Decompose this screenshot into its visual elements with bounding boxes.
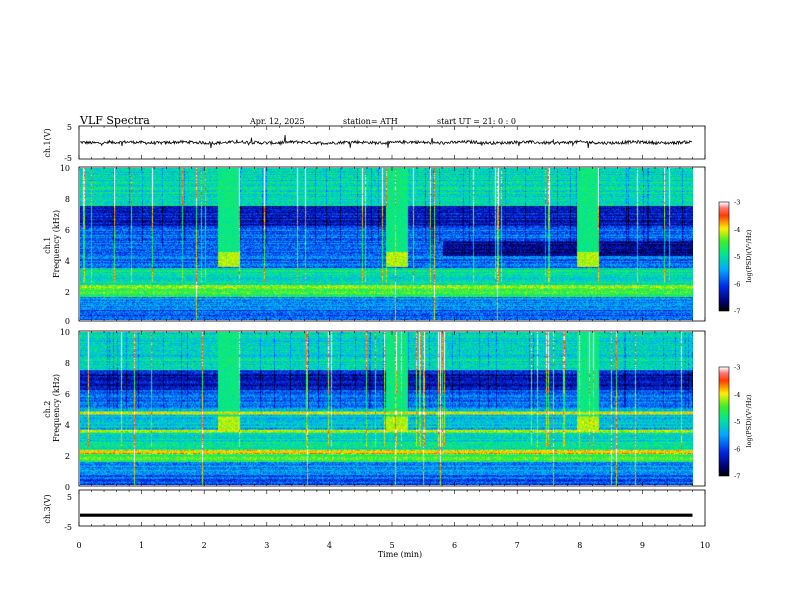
- colorbar-tick-label: -3: [734, 199, 740, 207]
- ch2-colorbar-ticks: -3 -4 -5 -6 -7: [734, 364, 740, 481]
- ch1-ytick-2: 2: [65, 288, 70, 297]
- ch1-colorbar-label: log(PSD)(V²/Hz): [745, 229, 753, 282]
- ch2-ytick-6: 6: [65, 390, 70, 399]
- ch1-colorbar-gradient: [719, 202, 729, 311]
- ch1-colorbar-ticks: -3 -4 -5 -6 -7: [734, 199, 740, 316]
- ch3-ytick-top: 5: [67, 493, 72, 502]
- ch2-ytick-0: 0: [65, 483, 70, 492]
- axis-tick-marks: [78, 126, 706, 526]
- x-tick-label: 2: [202, 541, 207, 550]
- ch2-spectrogram-ylabel: ch.2 Frequency (kHz): [43, 374, 61, 442]
- ch3-ytick-bottom: -5: [64, 523, 72, 532]
- ch1-ytick-4: 4: [65, 257, 70, 266]
- colorbar-tick-label: -6: [734, 445, 740, 453]
- ch2-ytick-10: 10: [60, 328, 70, 337]
- ch2-spectrogram-panel: 0 2 4 6 8 10 ch.2 Frequency (kHz): [43, 328, 706, 492]
- ch2-ytick-4: 4: [65, 421, 70, 430]
- ch1-ytick-8: 8: [65, 195, 70, 204]
- x-tick-label: 7: [515, 541, 520, 550]
- ch1-ytick-bottom: -5: [64, 154, 72, 163]
- ch1-ylabel-line2: Frequency (kHz): [52, 210, 61, 278]
- ch1-spectrogram-panel: 0 2 4 6 8 10 ch.1 Frequency (kHz): [43, 164, 706, 326]
- ch1-waveform-trace: [79, 134, 693, 149]
- x-tick-label: 6: [452, 541, 457, 550]
- colorbar-tick-label: -6: [734, 280, 740, 288]
- ch2-ytick-2: 2: [65, 452, 70, 461]
- ch1-ytick-10: 10: [60, 164, 70, 173]
- colorbar-tick-label: -3: [734, 364, 740, 372]
- ch2-spectrogram-image: [80, 332, 693, 485]
- colorbar-tick-label: -5: [734, 418, 740, 426]
- colorbar-tick-label: -7: [734, 308, 740, 316]
- ch1-spectrogram-image: [80, 168, 693, 320]
- header-date: Apr. 12, 2025: [249, 117, 305, 126]
- ch1-ytick-top: 5: [67, 123, 72, 132]
- tick-marks-path: [78, 126, 706, 526]
- ch2-colorbar-label: log(PSD)(V²/Hz): [745, 394, 753, 447]
- ch1-ytick-0: 0: [65, 317, 70, 326]
- ch3-waveform-frame: [78, 489, 706, 527]
- ch2-ylabel-line2: Frequency (kHz): [52, 374, 61, 442]
- x-tick-label: 3: [264, 541, 269, 550]
- x-tick-label: 1: [139, 541, 144, 550]
- x-tick-label: 8: [577, 541, 582, 550]
- ch2-colorbar-frame: [718, 366, 730, 477]
- ch1-waveform-panel: 5 -5 ch.1(V): [43, 123, 706, 163]
- x-axis-tick-labels: 0 1 2 3 4 5 6 7 8 9 10: [76, 541, 710, 550]
- ch3-waveform-panel: 5 -5 ch.3(V) 0 1 2 3 4 5 6 7 8 9 10 Time (min): [43, 489, 710, 559]
- x-tick-label: 4: [327, 541, 332, 550]
- figure-title: VLF Spectra: [79, 114, 150, 127]
- colorbar-tick-label: -4: [734, 226, 740, 234]
- ch1-colorbar: -3 -4 -5 -6 -7 log(PSD)(V²/Hz): [718, 199, 753, 316]
- x-tick-label: 0: [76, 541, 81, 550]
- ch1-ylabel-line1: ch.1: [43, 237, 52, 254]
- header-station: station= ATH: [343, 117, 398, 126]
- colorbar-tick-label: -7: [734, 473, 740, 481]
- ch2-ytick-8: 8: [65, 359, 70, 368]
- x-tick-label: 5: [389, 541, 394, 550]
- colorbar-tick-label: -5: [734, 253, 740, 261]
- ch2-colorbar-gradient: [719, 367, 729, 476]
- header-start-time: start UT = 21: 0 : 0: [437, 117, 516, 126]
- ch2-colorbar: -3 -4 -5 -6 -7 log(PSD)(V²/Hz): [718, 364, 753, 481]
- ch2-ylabel-line1: ch.2: [43, 401, 52, 418]
- x-tick-label: 10: [700, 541, 710, 550]
- ch1-waveform-ylabel: ch.1(V): [43, 128, 52, 157]
- x-tick-label: 9: [640, 541, 645, 550]
- colorbar-tick-label: -4: [734, 391, 740, 399]
- x-axis-label: Time (min): [378, 550, 422, 559]
- ch1-colorbar-frame: [718, 201, 730, 312]
- ch1-ytick-6: 6: [65, 226, 70, 235]
- ch1-spectrogram-ylabel: ch.1 Frequency (kHz): [43, 210, 61, 278]
- ch3-waveform-ylabel: ch.3(V): [43, 494, 52, 523]
